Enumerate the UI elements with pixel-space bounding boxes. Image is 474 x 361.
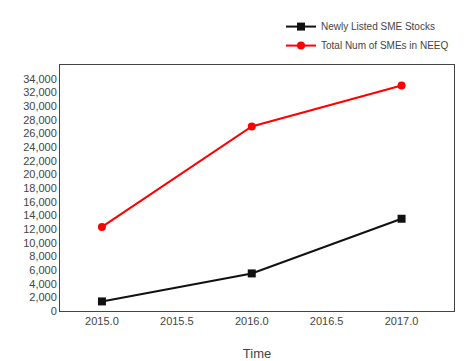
svg-text:10,000: 10,000: [23, 237, 57, 249]
svg-text:Time: Time: [243, 346, 271, 361]
svg-text:2017.0: 2017.0: [385, 315, 419, 327]
svg-text:30,000: 30,000: [23, 100, 57, 112]
svg-text:34,000: 34,000: [23, 73, 57, 85]
svg-text:22,000: 22,000: [23, 155, 57, 167]
svg-text:8,000: 8,000: [29, 250, 57, 262]
svg-text:Total Num of SMEs in NEEQ: Total Num of SMEs in NEEQ: [321, 40, 448, 51]
svg-text:6,000: 6,000: [29, 264, 57, 276]
svg-text:2015.5: 2015.5: [160, 315, 194, 327]
svg-text:12,000: 12,000: [23, 223, 57, 235]
svg-text:0: 0: [51, 305, 57, 317]
svg-text:Newly Listed SME Stocks: Newly Listed SME Stocks: [321, 21, 435, 32]
svg-text:4,000: 4,000: [29, 278, 57, 290]
svg-text:32,000: 32,000: [23, 86, 57, 98]
svg-text:18,000: 18,000: [23, 182, 57, 194]
svg-text:14,000: 14,000: [23, 209, 57, 221]
svg-text:2015.0: 2015.0: [85, 315, 119, 327]
svg-text:24,000: 24,000: [23, 141, 57, 153]
svg-text:28,000: 28,000: [23, 114, 57, 126]
svg-text:16,000: 16,000: [23, 196, 57, 208]
svg-text:2016.0: 2016.0: [235, 315, 269, 327]
svg-text:20,000: 20,000: [23, 168, 57, 180]
svg-text:2016.5: 2016.5: [310, 315, 344, 327]
svg-text:2,000: 2,000: [29, 291, 57, 303]
svg-text:26,000: 26,000: [23, 127, 57, 139]
